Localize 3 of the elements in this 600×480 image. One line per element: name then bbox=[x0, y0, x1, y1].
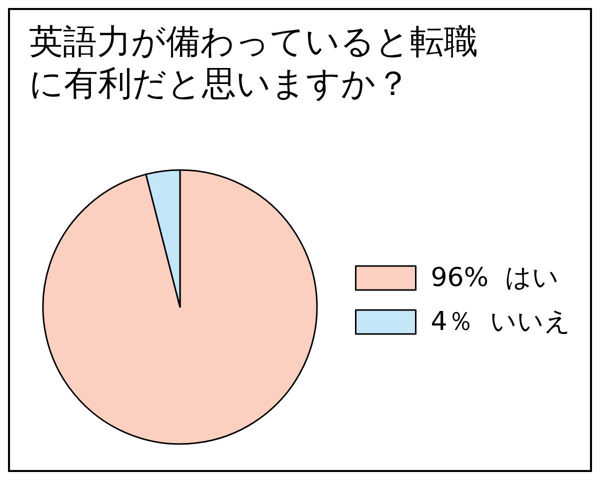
legend-label: 96% はい bbox=[430, 263, 560, 293]
chart-title: 英語力が備わっていると転職に有利だと思いますか？ bbox=[29, 22, 478, 104]
legend-label: 4％ いいえ bbox=[430, 307, 571, 337]
